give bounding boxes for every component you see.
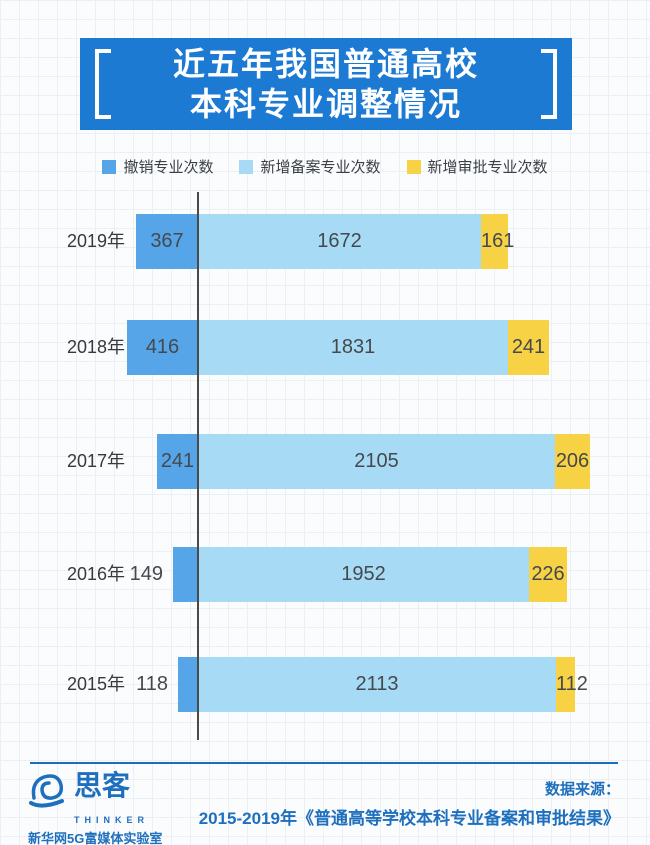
legend-label: 新增备案专业次数 — [260, 159, 381, 176]
segment-new-recorded: 2113 — [198, 657, 556, 712]
withdrawn-value-outside: 118 — [136, 673, 168, 695]
chart-legend: 撤销专业次数 新增备案专业次数 新增审批专业次数 — [0, 156, 650, 177]
data-source-label: 数据来源： — [544, 781, 620, 798]
legend-swatch-icon — [102, 159, 117, 174]
page-title-line2: 本科专业调整情况 — [189, 86, 462, 122]
wave-spiral-logo-icon — [28, 772, 66, 817]
segment-new-approved: 161 — [481, 214, 514, 269]
year-label: 2019年 — [66, 231, 125, 251]
segment-new-approved: 241 — [508, 320, 549, 375]
segment-new-approved: 112 — [556, 657, 588, 712]
legend-label: 撤销专业次数 — [123, 159, 214, 176]
bar-row-2019: 2019年 367 1672 161 — [0, 214, 650, 269]
legend-item: 新增审批专业次数 — [406, 156, 548, 177]
segment-new-recorded: 2105 — [198, 434, 555, 489]
stacked-bar-chart: 2019年 367 1672 161 2018年 416 1831 241 2017年 241 21… — [0, 192, 650, 740]
year-label: 2015年 — [66, 674, 125, 694]
segment-withdrawn — [178, 657, 198, 712]
footer-divider — [30, 762, 618, 764]
left-bracket-icon — [95, 49, 111, 119]
title-banner: 近五年我国普通高校 本科专业调整情况 — [80, 38, 572, 130]
legend-label: 新增审批专业次数 — [427, 159, 548, 176]
brand-subtitle: THINKER — [74, 815, 149, 825]
segment-new-approved: 206 — [555, 434, 590, 489]
right-bracket-icon — [541, 49, 557, 119]
segment-withdrawn — [173, 547, 198, 602]
bar-row-2016: 2016年 149 1952 226 — [0, 547, 650, 602]
axis-baseline — [197, 192, 199, 740]
brand-logo: 思客 THINKER 新华网5G富媒体实验室 — [28, 772, 162, 845]
legend-item: 撤销专业次数 — [102, 156, 213, 177]
year-label: 2016年 — [66, 564, 125, 584]
legend-swatch-icon — [406, 159, 421, 174]
withdrawn-value-outside: 149 — [129, 563, 163, 585]
brand-org: 新华网5G富媒体实验室 — [28, 831, 163, 845]
bar-row-2017: 2017年 241 2105 206 — [0, 434, 650, 489]
page-title-line1: 近五年我国普通高校 — [172, 46, 479, 82]
bar-row-2018: 2018年 416 1831 241 — [0, 320, 650, 375]
brand-name: 思客 — [74, 771, 131, 802]
segment-new-recorded: 1831 — [198, 320, 508, 375]
segment-new-recorded: 1672 — [198, 214, 481, 269]
legend-swatch-icon — [239, 159, 254, 174]
legend-item: 新增备案专业次数 — [239, 156, 381, 177]
year-label: 2018年 — [66, 337, 125, 357]
segment-new-approved: 226 — [529, 547, 567, 602]
segment-withdrawn: 241 — [157, 434, 198, 489]
segment-new-recorded: 1952 — [198, 547, 529, 602]
bar-row-2015: 2015年 118 2113 112 — [0, 657, 650, 712]
segment-withdrawn: 367 — [136, 214, 198, 269]
segment-withdrawn: 416 — [127, 320, 198, 375]
data-source-text: 2015-2019年《普通高等学校本科专业备案和审批结果》 — [198, 809, 620, 828]
year-label: 2017年 — [66, 451, 125, 471]
data-source: 数据来源： 2015-2019年《普通高等学校本科专业备案和审批结果》 — [199, 778, 620, 829]
